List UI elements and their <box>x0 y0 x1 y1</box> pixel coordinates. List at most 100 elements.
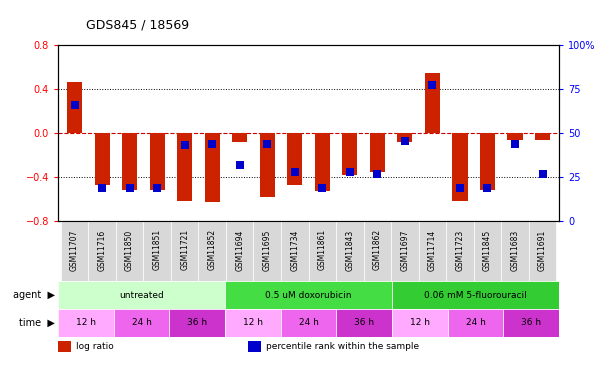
Bar <box>58 281 225 309</box>
Text: GSM11852: GSM11852 <box>208 230 217 270</box>
Bar <box>169 309 225 337</box>
Bar <box>199 221 226 281</box>
Bar <box>501 221 529 281</box>
Point <box>373 171 382 177</box>
Bar <box>150 133 165 190</box>
Point <box>455 186 465 192</box>
Bar <box>503 309 559 337</box>
Bar <box>116 221 144 281</box>
Bar <box>364 221 391 281</box>
Text: 36 h: 36 h <box>521 318 541 327</box>
Bar <box>508 133 522 140</box>
Text: GSM11734: GSM11734 <box>290 229 299 271</box>
Bar <box>254 221 281 281</box>
Point <box>510 141 520 147</box>
Text: time  ▶: time ▶ <box>19 318 55 328</box>
Bar <box>61 221 89 281</box>
Point <box>180 142 189 148</box>
Text: GDS845 / 18569: GDS845 / 18569 <box>86 19 189 32</box>
Bar <box>287 133 302 185</box>
Text: 36 h: 36 h <box>354 318 375 327</box>
Bar <box>448 309 503 337</box>
Text: GSM11697: GSM11697 <box>400 229 409 271</box>
Text: GSM11714: GSM11714 <box>428 229 437 270</box>
Bar <box>419 221 446 281</box>
Text: agent  ▶: agent ▶ <box>13 290 55 300</box>
Text: GSM11723: GSM11723 <box>455 229 464 270</box>
Bar <box>391 221 419 281</box>
Point <box>235 162 244 168</box>
Bar <box>446 221 474 281</box>
Bar <box>260 133 275 197</box>
Text: 24 h: 24 h <box>466 318 486 327</box>
Point <box>483 186 492 192</box>
Text: GSM11694: GSM11694 <box>235 229 244 271</box>
Bar <box>232 133 247 142</box>
Bar <box>370 133 385 171</box>
Bar <box>171 221 199 281</box>
Text: percentile rank within the sample: percentile rank within the sample <box>266 342 419 351</box>
Bar <box>392 281 559 309</box>
Point <box>290 169 299 175</box>
Text: 12 h: 12 h <box>243 318 263 327</box>
Text: 36 h: 36 h <box>187 318 207 327</box>
Bar <box>315 133 330 191</box>
Bar <box>67 82 82 133</box>
Text: 24 h: 24 h <box>299 318 318 327</box>
Bar <box>392 309 448 337</box>
Bar <box>249 342 261 352</box>
Bar <box>342 133 357 175</box>
Text: GSM11707: GSM11707 <box>70 229 79 271</box>
Bar <box>58 309 114 337</box>
Bar <box>280 309 337 337</box>
Bar <box>397 133 412 142</box>
Bar <box>529 221 556 281</box>
Point <box>125 186 134 192</box>
Bar <box>281 221 309 281</box>
Text: GSM11861: GSM11861 <box>318 230 327 270</box>
Text: log ratio: log ratio <box>76 342 113 351</box>
Bar <box>480 133 495 190</box>
Bar <box>225 309 280 337</box>
Bar <box>225 281 392 309</box>
Bar <box>425 72 440 133</box>
Bar <box>474 221 501 281</box>
Text: GSM11851: GSM11851 <box>153 230 162 270</box>
Point <box>538 171 547 177</box>
Point <box>428 82 437 88</box>
Point <box>207 141 217 147</box>
Text: GSM11721: GSM11721 <box>180 230 189 270</box>
Point <box>262 141 272 147</box>
Text: 0.5 uM doxorubicin: 0.5 uM doxorubicin <box>265 291 352 300</box>
Text: GSM11845: GSM11845 <box>483 229 492 270</box>
Bar <box>309 221 336 281</box>
Point <box>152 186 162 192</box>
Text: GSM11683: GSM11683 <box>511 229 519 270</box>
Text: 0.06 mM 5-fluorouracil: 0.06 mM 5-fluorouracil <box>424 291 527 300</box>
Bar <box>122 133 137 190</box>
Bar <box>114 309 169 337</box>
Bar <box>144 221 171 281</box>
Text: GSM11843: GSM11843 <box>345 229 354 270</box>
Bar <box>337 309 392 337</box>
Bar <box>205 133 220 202</box>
Bar <box>336 221 364 281</box>
Text: 24 h: 24 h <box>131 318 152 327</box>
Bar <box>535 133 550 140</box>
Bar <box>226 221 254 281</box>
Bar <box>58 342 71 352</box>
Text: GSM11862: GSM11862 <box>373 230 382 270</box>
Point <box>97 184 107 190</box>
Text: GSM11716: GSM11716 <box>98 229 106 270</box>
Text: GSM11695: GSM11695 <box>263 229 272 271</box>
Text: GSM11691: GSM11691 <box>538 229 547 270</box>
Text: 12 h: 12 h <box>76 318 96 327</box>
Point <box>400 138 410 144</box>
Bar <box>452 133 467 201</box>
Text: 12 h: 12 h <box>410 318 430 327</box>
Bar <box>89 221 116 281</box>
Bar <box>177 133 192 201</box>
Text: GSM11850: GSM11850 <box>125 229 134 270</box>
Point <box>70 102 79 108</box>
Point <box>318 186 327 192</box>
